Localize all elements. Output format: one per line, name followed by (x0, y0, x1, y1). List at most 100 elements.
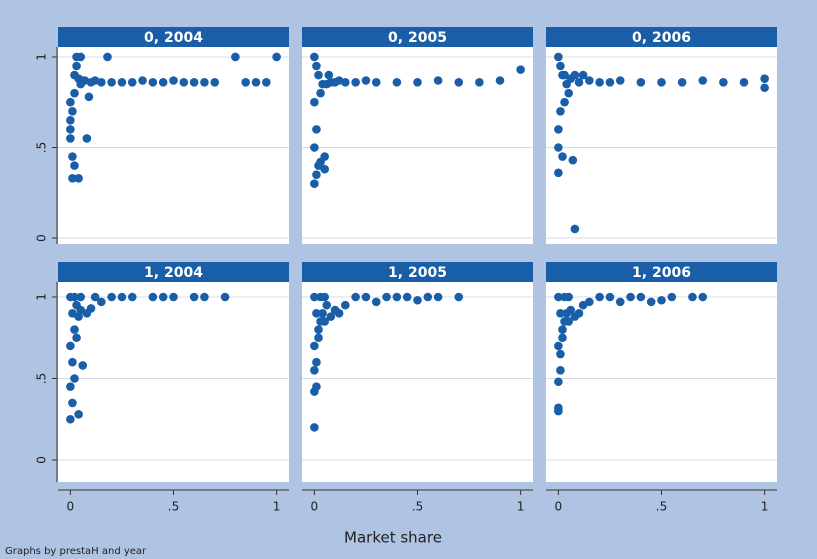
point (251, 78, 261, 87)
panel-title-bar (302, 27, 533, 47)
panel: 0, 2005 (302, 27, 533, 244)
point (189, 292, 199, 302)
point (657, 295, 666, 305)
point (392, 292, 402, 302)
point (341, 78, 350, 87)
x-axis-label: Market share (344, 529, 442, 547)
point (70, 325, 79, 334)
point (82, 134, 92, 143)
point (566, 305, 576, 315)
point (314, 325, 323, 334)
point (454, 292, 464, 302)
point (402, 292, 412, 302)
plot-area (58, 282, 289, 482)
point (312, 308, 321, 318)
point (310, 366, 319, 375)
panel-title-bar (546, 27, 777, 47)
point (574, 308, 584, 318)
x-tick-label: 0 (67, 500, 75, 514)
point (66, 134, 75, 143)
point (677, 78, 687, 87)
point (314, 333, 323, 343)
point (351, 78, 360, 87)
point (117, 78, 127, 87)
point (516, 65, 525, 74)
point (605, 292, 615, 302)
point (316, 88, 325, 98)
point (646, 297, 656, 307)
point (585, 76, 594, 85)
point (231, 52, 240, 62)
point (107, 78, 116, 87)
point (570, 224, 580, 234)
y-tick-label: 1 (35, 53, 49, 61)
point (312, 125, 321, 134)
point (148, 78, 158, 87)
point (433, 76, 443, 85)
panel: 0, 2006 (546, 27, 777, 244)
point (312, 382, 321, 391)
point (560, 97, 569, 107)
point (564, 88, 573, 98)
point (382, 292, 391, 302)
point (554, 52, 563, 62)
point (148, 292, 158, 302)
x-tick-label: 1 (273, 500, 281, 514)
point (68, 152, 77, 161)
point (84, 92, 94, 102)
panel-title: 1, 2004 (144, 265, 203, 281)
point (97, 297, 106, 307)
point (719, 78, 728, 87)
point (74, 410, 83, 419)
point (615, 297, 625, 307)
point (568, 155, 578, 165)
point (189, 78, 199, 87)
point (127, 292, 137, 302)
x-tick-label: .5 (412, 500, 423, 514)
point (324, 70, 334, 80)
point (341, 300, 350, 310)
y-tick-label: 0 (35, 456, 49, 464)
point (68, 106, 77, 116)
panel: 0, 2004 0 .5 1 (35, 27, 289, 244)
point (314, 70, 323, 80)
y-tick-label: 0 (35, 234, 49, 242)
point (68, 173, 77, 183)
point (272, 52, 281, 62)
point (262, 78, 271, 87)
point (70, 292, 79, 302)
point (66, 116, 75, 125)
panel: 1, 2005 0 .5 1 (302, 262, 533, 514)
point (564, 292, 573, 302)
point (760, 83, 769, 93)
point (475, 78, 484, 87)
point (86, 304, 96, 313)
point (371, 297, 381, 307)
point (220, 292, 230, 302)
point (312, 357, 321, 367)
point (578, 70, 588, 80)
point (179, 78, 189, 87)
point (361, 292, 371, 302)
y-tick-label: 1 (35, 293, 49, 301)
point (558, 333, 567, 343)
point (554, 292, 563, 302)
point (320, 164, 329, 174)
point (66, 97, 75, 107)
point (66, 125, 75, 134)
point (74, 173, 83, 183)
panel-title-bar (58, 27, 289, 47)
point (158, 292, 168, 302)
point (310, 52, 319, 62)
panel-title: 1, 2006 (632, 265, 691, 281)
point (138, 76, 147, 85)
point (739, 78, 749, 87)
point (326, 312, 336, 321)
point (585, 297, 594, 307)
point (312, 170, 321, 179)
point (574, 78, 584, 87)
point (169, 292, 178, 302)
point (657, 78, 666, 87)
point (554, 341, 563, 351)
